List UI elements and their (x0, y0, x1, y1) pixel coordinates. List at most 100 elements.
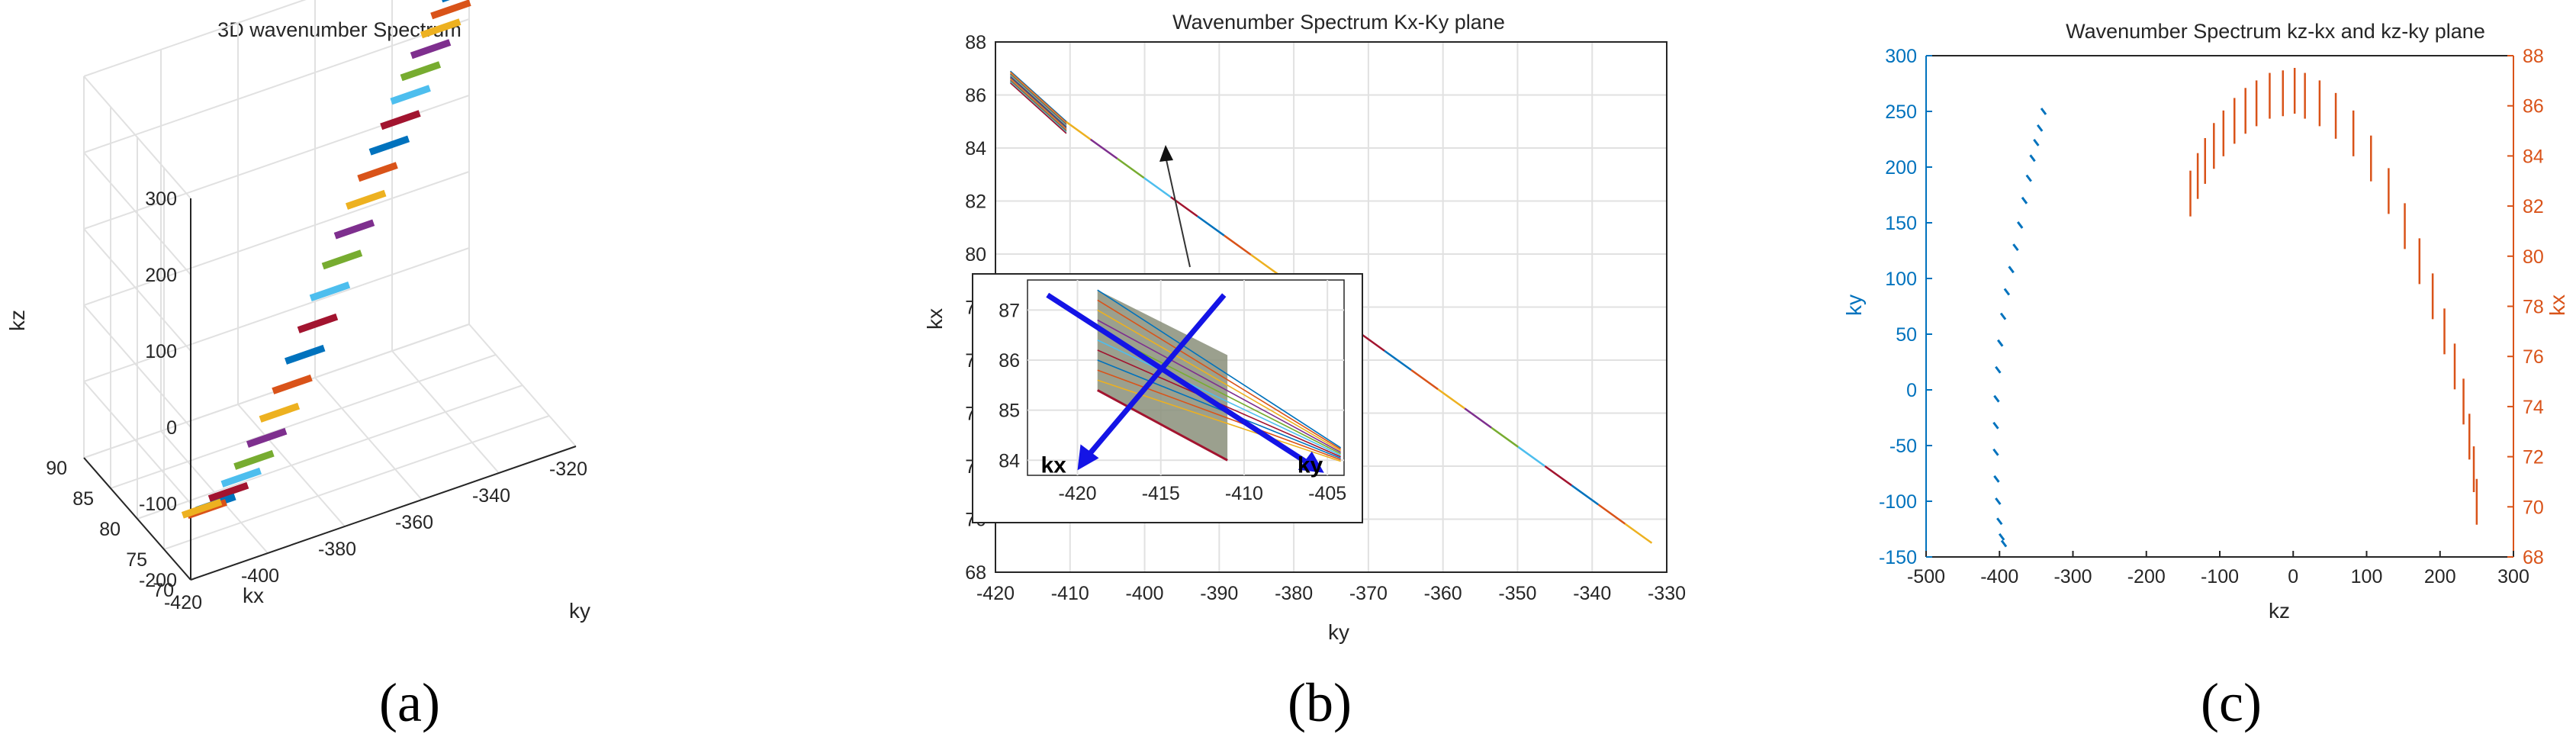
ky-marker (2003, 288, 2011, 296)
data-segment (220, 467, 262, 488)
inset-y-tick-label: 87 (999, 300, 1020, 321)
ky-marker (2029, 154, 2036, 163)
x-tick-label: 100 (2351, 566, 2383, 587)
data-segment (246, 427, 288, 448)
data-segment (357, 162, 398, 182)
ky-marker (1992, 421, 1999, 430)
y-tick-label: 86 (965, 85, 986, 107)
left-y-tick-label: 250 (1885, 101, 1917, 123)
ky-marker (2017, 221, 2024, 229)
ky-tick-label: -400 (241, 565, 279, 587)
band-line (1010, 72, 1067, 124)
ky-tick-label: -420 (164, 592, 202, 613)
y-tick-label: 80 (965, 244, 986, 266)
ky-tick-label: -380 (318, 539, 356, 560)
z-axis-label: kz (5, 310, 29, 331)
data-segment (309, 282, 351, 302)
spectrum-segment (1410, 369, 1439, 391)
data-segment (400, 61, 442, 82)
data-segment (420, 18, 461, 39)
z-tick-label: 0 (166, 417, 177, 439)
right-y-tick-label: 74 (2523, 397, 2544, 418)
ky-marker (1995, 497, 2002, 505)
spectrum-segment (1597, 504, 1626, 525)
chart-title: Wavenumber Spectrum kz-kx and kz-ky plan… (2066, 20, 2485, 43)
inset-x-tick-label: -405 (1308, 483, 1346, 504)
ky-marker (1995, 365, 2002, 374)
band-line (1010, 79, 1067, 130)
kx-tick-label: 75 (126, 549, 147, 571)
x-tick-label: -400 (1126, 583, 1164, 604)
spectrum-segment (1063, 119, 1092, 140)
grid-line (83, 171, 470, 306)
right-y-tick-label: 72 (2523, 447, 2544, 468)
kx-tick-label: 85 (72, 488, 94, 510)
grid-line (163, 415, 550, 550)
y-axis-label: kx (923, 308, 947, 330)
ky-tick-label: -340 (472, 485, 510, 507)
ky-marker (1996, 517, 2003, 526)
right-y-tick-label: 78 (2523, 297, 2544, 318)
left-y-tick-label: -150 (1879, 547, 1917, 568)
y-tick-label: 84 (965, 138, 986, 159)
data-segment (181, 498, 223, 519)
scatter-series (1992, 67, 2478, 548)
x-tick-label: 300 (2497, 566, 2529, 587)
tick-labels: -420 -410 -400 -390 -380 -370 -360 -350 -340 -330… (965, 32, 1686, 604)
chart-kz-planes: Wavenumber Spectrum kz-kx and kz-ky plan… (1842, 20, 2569, 623)
ky-tick-label: -360 (395, 512, 433, 533)
left-y-tick-label: 300 (1885, 46, 1917, 67)
inset-zoom: -420 -415 -410 -405 87 86 85 84 kx ky (972, 273, 1363, 523)
z-tick-label: 200 (145, 265, 177, 286)
spectrum-segment (1384, 349, 1412, 372)
x-tick-label: -500 (1907, 566, 1945, 587)
ky-marker (1997, 339, 2004, 347)
band-line (1010, 80, 1067, 133)
plot-frame (1925, 55, 2514, 558)
grid-line (83, 18, 470, 153)
x-axis-label: ky (1328, 620, 1349, 644)
y-tick-label: 82 (965, 191, 986, 213)
inset-ky-label: ky (1298, 453, 1323, 478)
x-tick-label: 200 (2424, 566, 2456, 587)
right-y-tick-label: 82 (2523, 196, 2544, 217)
axis-line (190, 446, 577, 581)
ky-marker (2000, 539, 2008, 548)
x-tick-label: -350 (1498, 583, 1536, 604)
left-y-tick-label: 50 (1896, 324, 1917, 346)
inset-band-line (1097, 340, 1341, 456)
left-y-tick-label: 200 (1885, 157, 1917, 179)
data-segment (368, 135, 410, 156)
chart-3d-spectrum: 3D wavenumber Spectrum 300 200 100 0 -100 -20… (5, 0, 590, 623)
ky-marker (1993, 475, 2000, 483)
right-y-tick-label: 80 (2523, 246, 2544, 268)
x-tick-label: -390 (1200, 583, 1238, 604)
data-segment (233, 449, 275, 470)
series-segments (181, 0, 471, 520)
grid-line (110, 354, 497, 489)
spectrum-segment (1116, 157, 1145, 179)
inset-x-tick-label: -415 (1142, 483, 1180, 504)
x-tick-label: -340 (1573, 583, 1611, 604)
inset-band-line (1097, 359, 1341, 459)
band-line (1010, 76, 1067, 128)
ky-marker (2012, 243, 2019, 252)
ky-marker (2033, 138, 2040, 146)
band-line (1010, 74, 1067, 126)
z-tick-label: 300 (145, 188, 177, 210)
right-y-axis-label: kx (2545, 294, 2569, 316)
inset-band-line (1097, 319, 1342, 453)
y-axis-label-ky: ky (569, 599, 590, 623)
annotation-arrow (1165, 156, 1191, 268)
x-axis-label-kx: kx (243, 584, 264, 607)
data-segment (285, 344, 326, 365)
data-segment (333, 219, 375, 240)
inset-band-line (1097, 289, 1342, 449)
z-tick-label: -200 (139, 570, 177, 591)
ky-marker (2036, 124, 2044, 132)
kx-tick-label: 80 (99, 519, 121, 540)
spectrum-segment (1571, 484, 1600, 506)
inset-band-edge (1097, 389, 1228, 462)
spectrum-segment (1464, 407, 1492, 429)
data-segment (297, 313, 339, 333)
